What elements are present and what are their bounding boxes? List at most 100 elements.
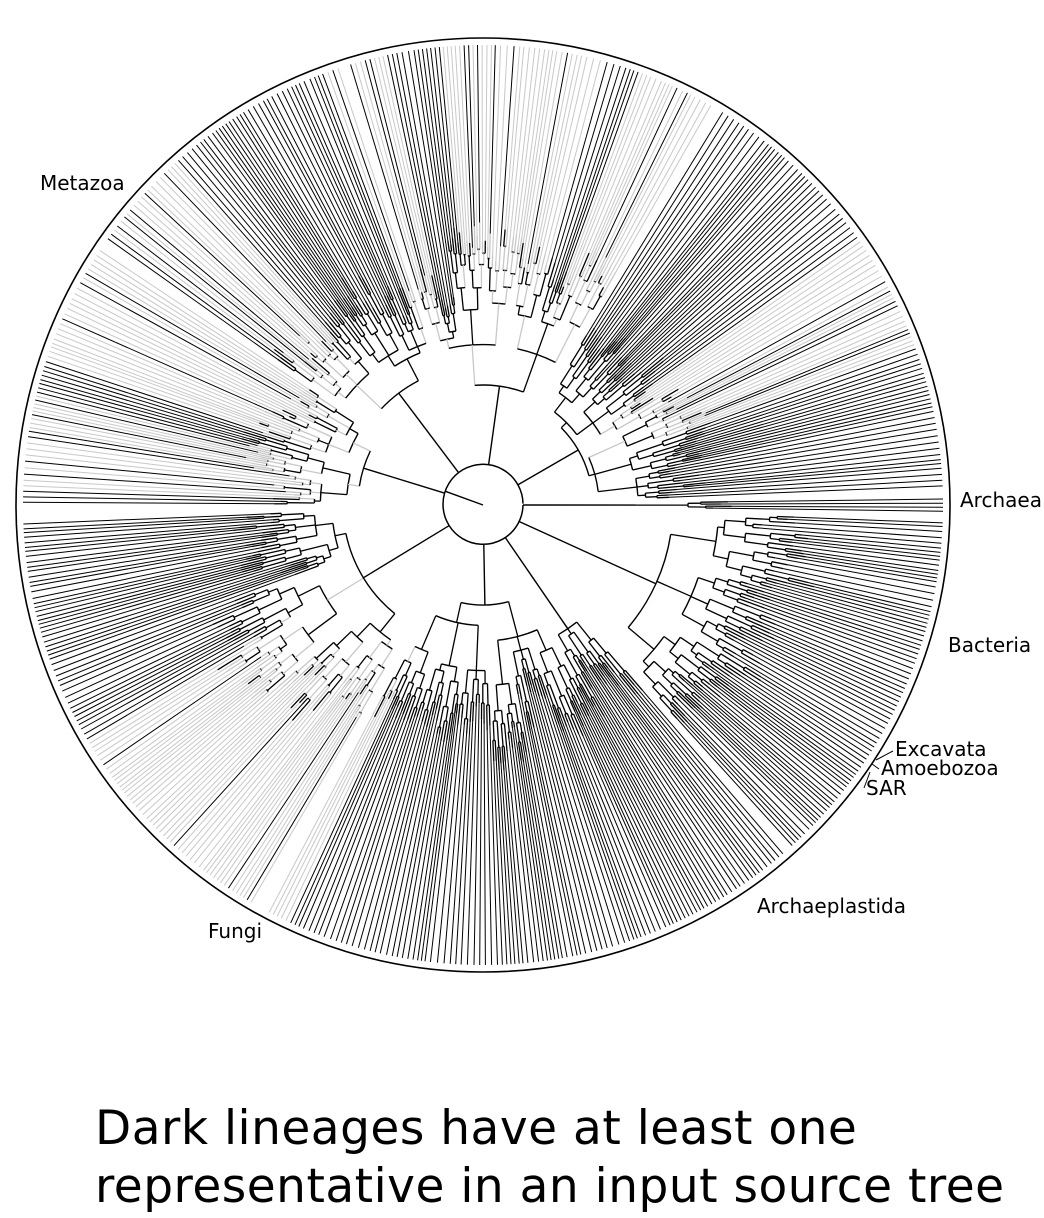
- tree-branch: [801, 550, 939, 571]
- tree-branch: [242, 713, 357, 898]
- tree-branch: [257, 438, 266, 442]
- tree-branch: [476, 287, 479, 310]
- tree-branch: [813, 586, 930, 616]
- tree-branch: [155, 669, 318, 829]
- tree-branch: [803, 553, 938, 575]
- tree-branch: [588, 710, 694, 915]
- tree-branch: [570, 75, 648, 276]
- tree-branch: [578, 660, 586, 673]
- clade-label-fungi: Fungi: [208, 919, 262, 943]
- tree-branch: [374, 715, 433, 953]
- tree-branch: [653, 405, 667, 414]
- tree-branch-arc: [386, 332, 393, 337]
- tree-branch: [43, 564, 291, 643]
- tree-branch: [723, 534, 746, 539]
- tree-branch: [280, 616, 291, 624]
- tree-branch: [312, 323, 333, 345]
- tree-branch: [279, 586, 295, 595]
- tree-branch: [333, 300, 347, 317]
- tree-branch-arc: [316, 562, 320, 567]
- tree-branch: [514, 253, 519, 275]
- tree-branch: [155, 181, 317, 341]
- tree-branch: [585, 337, 599, 356]
- tree-branch-arc: [432, 701, 436, 704]
- tree-branch-arc: [678, 443, 681, 447]
- tree-branch-arc: [724, 615, 729, 622]
- tree-branch: [653, 660, 666, 673]
- tree-branch: [386, 720, 438, 955]
- tree-branch: [35, 560, 249, 613]
- tree-branch: [97, 671, 227, 757]
- tree-branch: [262, 432, 285, 441]
- tree-branch: [556, 276, 563, 293]
- tree-branch: [24, 519, 273, 538]
- tree-branch: [596, 87, 678, 261]
- tree-branch: [607, 374, 617, 384]
- tree-branch: [696, 372, 924, 442]
- tree-branch: [710, 336, 912, 417]
- tree-branch: [669, 422, 936, 472]
- tree-branch: [337, 341, 352, 358]
- tree-branch: [391, 733, 438, 957]
- tree-branch: [592, 373, 609, 390]
- tree-branch-arc: [723, 625, 727, 629]
- tree-branch: [507, 46, 525, 230]
- tree-branch: [46, 572, 281, 652]
- tree-branch: [632, 386, 644, 396]
- tree-branch-arc: [371, 670, 376, 674]
- tree-branch: [524, 658, 530, 673]
- tree-branch: [356, 622, 371, 638]
- tree-branch: [421, 299, 426, 310]
- tree-branch: [390, 678, 398, 691]
- tree-branch: [652, 401, 669, 412]
- tree-branch: [260, 688, 267, 695]
- tree-branch: [325, 341, 335, 350]
- tree-branch: [752, 523, 763, 526]
- tree-branch: [702, 690, 835, 803]
- tree-branch: [277, 531, 289, 535]
- tree-branch: [345, 692, 351, 700]
- tree-branch: [377, 695, 384, 706]
- tree-branch: [567, 273, 578, 296]
- tree-branch: [603, 94, 692, 267]
- tree-branch: [316, 401, 335, 414]
- tree-branch: [282, 660, 299, 675]
- tree-branch: [355, 304, 364, 316]
- tree-branch-arc: [765, 577, 768, 581]
- tree-branch: [114, 229, 275, 350]
- tree-branch: [694, 656, 704, 664]
- tree-branch: [776, 582, 928, 624]
- tree-branch: [579, 659, 588, 672]
- tree-branch: [506, 713, 511, 733]
- tree-branch: [496, 720, 500, 748]
- tree-branch: [38, 569, 242, 625]
- tree-branch: [32, 551, 258, 599]
- tree-branch: [676, 692, 694, 710]
- tree-branch: [398, 392, 460, 474]
- tree-branch: [254, 460, 268, 465]
- tree-branch: [589, 281, 596, 293]
- tree-branch: [528, 256, 533, 274]
- tree-branch-arc: [356, 665, 360, 669]
- tree-branch: [455, 602, 462, 623]
- tree-branch: [671, 674, 694, 694]
- tree-branch: [538, 696, 614, 947]
- tree-branch: [711, 394, 930, 449]
- tree-branch-arc: [403, 322, 407, 326]
- tree-branch: [304, 361, 317, 372]
- tree-branches: [22, 44, 944, 966]
- tree-branch: [545, 60, 601, 266]
- tree-branch: [364, 300, 379, 324]
- tree-branch: [665, 408, 674, 414]
- tree-branch: [572, 713, 584, 737]
- tree-branch: [578, 687, 583, 694]
- tree-branch: [697, 669, 711, 681]
- tree-branch: [339, 693, 353, 711]
- tree-branch: [589, 650, 600, 664]
- tree-branch: [527, 647, 536, 670]
- tree-branch: [288, 529, 296, 532]
- tree-branch-arc: [328, 690, 332, 694]
- tree-branch: [70, 629, 230, 709]
- tree-branch: [221, 125, 351, 312]
- tree-branch: [702, 678, 711, 685]
